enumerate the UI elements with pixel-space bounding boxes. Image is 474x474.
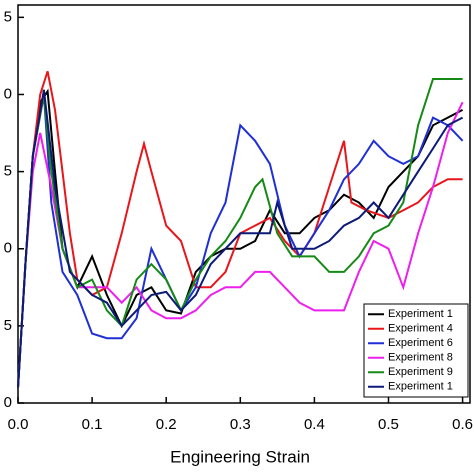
legend-label: Experiment 6 [388,337,453,349]
legend-label: Experiment 4 [388,323,453,335]
y-tick-label: 5 [4,8,12,25]
series-line [17,89,464,388]
x-tick-label: 0.5 [378,416,399,433]
legend-label: Experiment 1 [388,381,453,393]
x-tick-label: 0.1 [82,416,103,433]
y-tick-label: 5 [4,317,12,334]
y-tick-label: 0 [4,394,12,411]
y-tick-label: 5 [4,163,12,180]
legend: Experiment 1 Experiment 4 Experiment 6 Expe… [363,303,469,398]
series-line [17,94,464,388]
x-tick-label: 0.6 [452,416,473,433]
legend-label: Experiment 9 [388,366,453,378]
y-tick-label: 0 [4,240,12,257]
x-tick-label: 0.3 [230,416,251,433]
x-tick-label: 0.0 [8,416,29,433]
legend-label: Experiment 1 [388,308,453,320]
series-line [17,70,463,388]
plot-frame [17,4,471,404]
x-axis-label: Engineering Strain [170,447,310,466]
legend-box [363,303,469,398]
y-tick-label: 0 [4,85,12,102]
x-tick-label: 0.4 [304,416,325,433]
legend-label: Experiment 8 [388,352,453,364]
x-tick-label: 0.2 [156,416,177,433]
